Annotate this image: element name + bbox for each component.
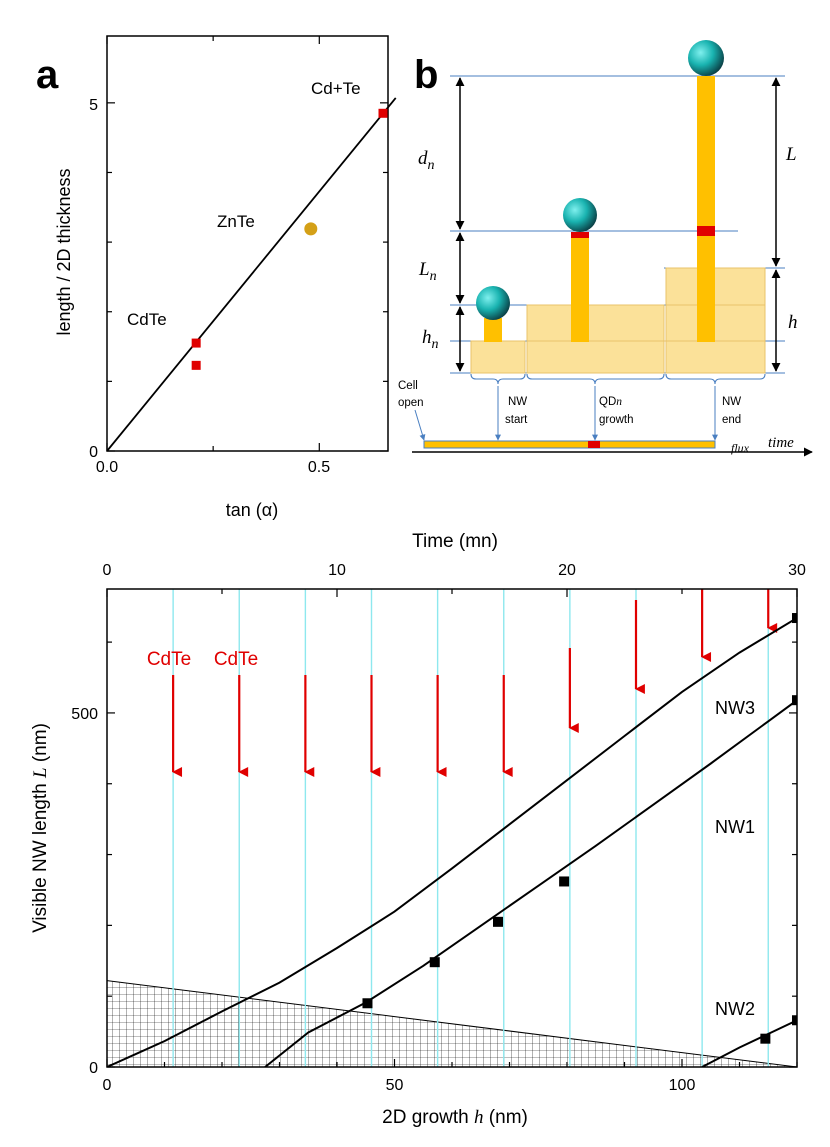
l-label: L [785, 144, 797, 165]
series-label-nw3: NW3 [715, 698, 755, 718]
qd-growth-label: QDn growth [599, 396, 634, 426]
label-znte: ZnTe [217, 212, 255, 231]
arrow-label-cdte-1: CdTe [147, 649, 191, 670]
panel-a-ylabel: length / 2D thickness [54, 168, 74, 335]
panel-b-label: b [414, 53, 438, 97]
panel-a-fit-line [106, 97, 397, 452]
label-cdte-combined: Cd+Te [311, 79, 361, 98]
cyan-vertical-lines [172, 589, 769, 1067]
nanowire-2 [571, 234, 589, 342]
hn-label: hn [422, 327, 439, 352]
a-point-0 [191, 338, 201, 348]
panel-a-label: a [36, 53, 59, 97]
panel-c-ticks [106, 589, 798, 1068]
quantum-dot-2 [571, 232, 589, 238]
bracket-nw-start [470, 373, 526, 385]
label-cdte: CdTe [127, 310, 167, 329]
panel-a-xtick-0: 0.0 [96, 459, 118, 476]
a-point-1 [191, 360, 201, 370]
panel-a-plot-area [106, 35, 389, 452]
series-label-nw1: NW1 [715, 817, 755, 837]
catalyst-ball-1 [476, 286, 510, 320]
flux-bar [423, 440, 716, 449]
a-point-2 [304, 222, 318, 236]
c-ytick-label: 0 [89, 1060, 98, 1077]
c-top-tick-label: 20 [558, 562, 576, 579]
panel-a-points [191, 108, 388, 370]
panel-c-xlabel: 2D growth h (nm) [382, 1107, 528, 1128]
c-xtick-label: 50 [386, 1077, 404, 1094]
panel-a-ytick-1: 5 [89, 97, 98, 114]
shell-1 [470, 340, 526, 374]
top-axis-label: Time (mn) [412, 531, 498, 552]
quantum-dot-3 [697, 226, 715, 236]
catalyst-ball-3 [688, 40, 724, 76]
drop-cell-open [414, 409, 426, 441]
point-nw1-3 [559, 876, 570, 887]
point-nw1-0 [362, 998, 373, 1009]
arrow-label-cdte-2: CdTe [214, 649, 258, 670]
panel-a: a 0.0 0.5 0 5 tan (α) length / 2D thickn… [36, 35, 397, 520]
flux-label: flux [731, 441, 750, 455]
ln-label: Ln [418, 259, 437, 284]
panel-a-ytick-0: 0 [89, 444, 98, 461]
hatched-region [107, 980, 797, 1067]
point-nw2-1 [792, 1015, 797, 1026]
time-label: time [768, 435, 794, 451]
nanowire-1 [484, 318, 502, 342]
point-nw3-0 [792, 613, 797, 624]
nanowire-3 [697, 76, 715, 342]
h-label: h [788, 312, 798, 333]
bracket-nw-end [665, 373, 766, 385]
panel-a-ticks [106, 36, 388, 452]
data-points [362, 613, 797, 1044]
point-nw1-1 [429, 957, 440, 968]
panel-c-ylabel: Visible NW length L (nm) [30, 723, 51, 933]
shell-2 [526, 304, 665, 374]
shell-3 [665, 267, 766, 374]
dn-label: dn [418, 148, 435, 173]
red-arrows [172, 589, 778, 777]
curve-nw3 [107, 617, 797, 1067]
curve-nw2 [701, 1019, 797, 1067]
catalyst-ball-2 [563, 198, 597, 232]
nanowire-curves [107, 617, 797, 1067]
cell-open-label: Cell open [398, 380, 424, 409]
nw-end-label: NW end [722, 396, 741, 426]
panel-a-xtick-1: 0.5 [308, 459, 330, 476]
point-nw1-4 [792, 695, 797, 706]
a-point-3 [378, 108, 388, 118]
series-label-nw2: NW2 [715, 999, 755, 1019]
c-top-tick-label: 30 [788, 562, 806, 579]
nw-start-label: NW start [505, 396, 528, 426]
c-top-tick-label: 10 [328, 562, 346, 579]
point-nw2-0 [760, 1033, 771, 1044]
panel-a-xlabel: tan (α) [226, 500, 278, 520]
c-top-tick-label: 0 [103, 562, 112, 579]
c-xtick-label: 0 [103, 1077, 112, 1094]
point-nw1-2 [493, 916, 503, 927]
bracket-qd-growth [526, 373, 665, 385]
panel-b: b dn Ln hn L h [398, 40, 813, 457]
curve-nw1 [264, 699, 797, 1067]
c-xtick-label: 100 [669, 1077, 696, 1094]
c-ytick-label: 500 [71, 706, 98, 723]
flux-qd-segment [588, 441, 600, 448]
